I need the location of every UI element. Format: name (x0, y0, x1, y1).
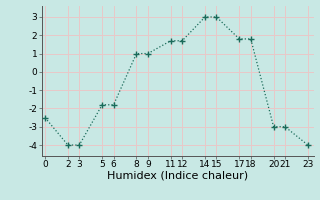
X-axis label: Humidex (Indice chaleur): Humidex (Indice chaleur) (107, 171, 248, 181)
